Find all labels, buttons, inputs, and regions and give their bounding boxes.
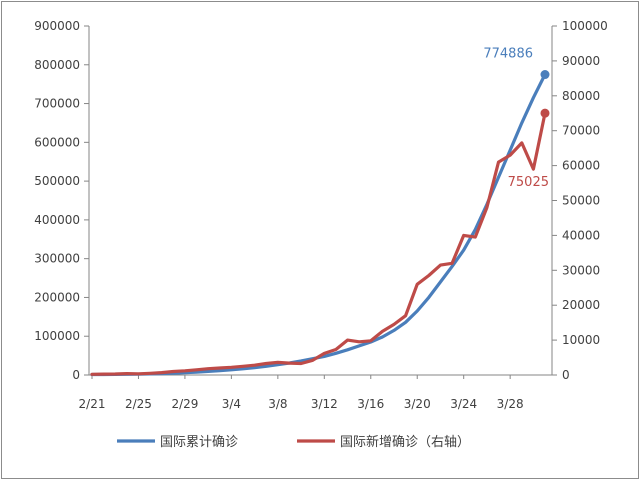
left-y-tick-label: 0 [72, 368, 80, 382]
right-y-tick-label: 80000 [562, 89, 600, 103]
x-tick-label: 3/12 [311, 397, 338, 411]
right-y-tick-label: 20000 [562, 298, 600, 312]
right-y-tick-label: 30000 [562, 263, 600, 277]
right-y-tick-label: 60000 [562, 159, 600, 173]
left-y-tick-label: 800000 [34, 58, 80, 72]
left-y-tick-label: 700000 [34, 97, 80, 111]
legend-label-0: 国际累计确诊 [160, 435, 238, 450]
legend: 国际累计确诊 国际新增确诊（右轴） [117, 434, 470, 450]
x-tick-label: 3/20 [404, 397, 431, 411]
end-data-label-cumulative: 774886 [483, 47, 533, 62]
x-tick-label: 2/25 [125, 397, 152, 411]
left-y-tick-label: 500000 [34, 174, 80, 188]
end-data-label-new: 75025 [508, 175, 549, 190]
left-y-tick-label: 900000 [34, 19, 80, 33]
legend-label-1: 国际新增确诊（右轴） [340, 434, 470, 450]
x-tick-label: 2/21 [79, 397, 106, 411]
right-y-tick-label: 50000 [562, 194, 600, 208]
right-y-tick-label: 70000 [562, 124, 600, 138]
left-y-tick-label: 200000 [34, 290, 80, 304]
right-y-tick-label: 10000 [562, 333, 600, 347]
series-line-1 [90, 111, 547, 376]
x-tick-label: 2/29 [171, 397, 198, 411]
right-y-tick-label: 40000 [562, 228, 600, 242]
left-y-tick-label: 400000 [34, 213, 80, 227]
left-y-tick-label: 300000 [34, 252, 80, 266]
right-y-tick-label: 100000 [562, 19, 608, 33]
right-y-tick-label: 0 [562, 368, 570, 382]
right-y-tick-label: 90000 [562, 54, 600, 68]
series-lines: 774886 75025 [90, 47, 550, 377]
x-tick-label: 3/8 [268, 397, 287, 411]
left-y-tick-label: 600000 [34, 135, 80, 149]
axes: 0100000200000300000400000500000600000700… [34, 19, 608, 411]
x-tick-label: 3/4 [222, 397, 241, 411]
series-end-point-1 [540, 108, 550, 118]
x-tick-label: 3/28 [497, 397, 524, 411]
x-tick-label: 3/24 [450, 397, 477, 411]
series-end-point-0 [540, 70, 550, 80]
left-y-tick-label: 100000 [34, 329, 80, 343]
x-tick-label: 3/16 [357, 397, 384, 411]
